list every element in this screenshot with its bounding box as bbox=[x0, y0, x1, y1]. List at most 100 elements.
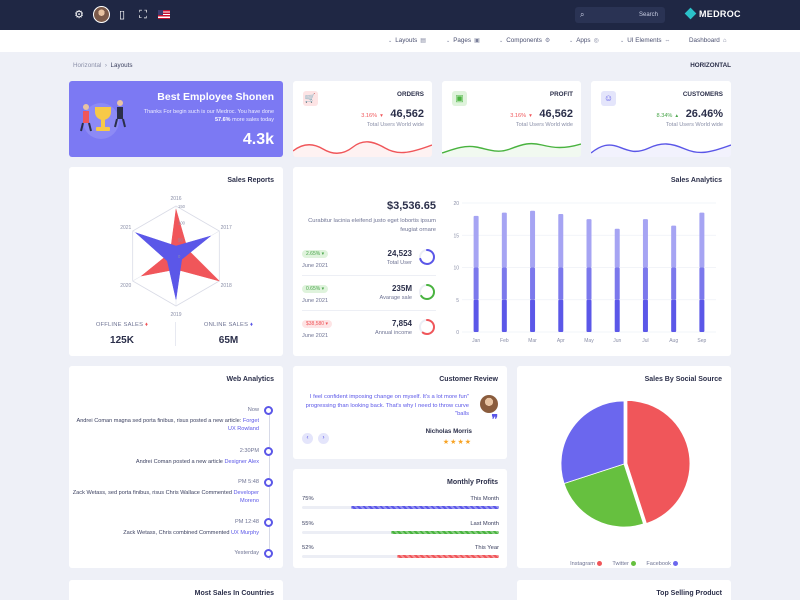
nav-label: Apps bbox=[576, 37, 591, 44]
customers-card: ☺ CUSTOMERS 8.34% ▴ 26.46% Total Users Wo… bbox=[591, 81, 731, 157]
radar-category-label: 2016 bbox=[170, 196, 181, 202]
trophy-illustration bbox=[80, 100, 126, 139]
timeline-item: PM 12:48 Zack Wetass, Chris combined Com… bbox=[69, 518, 283, 555]
stat-subtitle: Total Users World wide bbox=[515, 122, 573, 128]
bar-may-s2 bbox=[586, 219, 592, 268]
nav-label: Dashboard bbox=[689, 37, 720, 44]
search-input[interactable]: ⌕ Search bbox=[575, 7, 665, 23]
bar-sep-s2 bbox=[699, 212, 705, 268]
bar-sep-s1 bbox=[699, 267, 705, 300]
stat-subtitle: Total Users World wide bbox=[665, 122, 723, 128]
timeline-dot bbox=[264, 478, 273, 487]
legend-instagram[interactable]: Instagram bbox=[570, 560, 602, 567]
legend-facebook[interactable]: Facebook bbox=[646, 560, 678, 567]
stat-percent: 3.16% bbox=[510, 113, 527, 119]
orders-card: 🛒 ORDERS 3.16% ▾ 46,562 Total Users World… bbox=[293, 81, 432, 157]
progress-fill bbox=[390, 531, 499, 534]
timeline-link[interactable]: Forget UX Rowland bbox=[227, 418, 259, 432]
mobile-icon[interactable]: ▯ bbox=[118, 9, 126, 21]
ui-elements-icon: ⇔ bbox=[664, 38, 671, 44]
pie-slice-twitter[interactable] bbox=[563, 463, 644, 528]
gear-icon[interactable]: ⚙ bbox=[74, 9, 84, 21]
stat-row: 3.16% ▾ 46,562 bbox=[361, 104, 424, 122]
card-title: Customer Review bbox=[439, 376, 498, 383]
bar-apr-s2 bbox=[558, 213, 564, 268]
stat-label: ORDERS bbox=[397, 91, 424, 98]
chevron-down-icon: ⌄ bbox=[620, 38, 625, 44]
y-tick-label: 0 bbox=[456, 330, 459, 336]
profit-percent: 55% bbox=[302, 521, 314, 527]
row-date: June 2021 bbox=[302, 263, 329, 269]
timeline-time: PM 12:48 bbox=[235, 519, 259, 525]
radar-category-label: 2021 bbox=[120, 225, 131, 231]
y-tick-label: 15 bbox=[453, 233, 459, 239]
progress-fill bbox=[351, 506, 499, 509]
radar-tick-label: 50 bbox=[178, 237, 183, 242]
layout-icon: ▤ bbox=[420, 38, 426, 44]
prev-button[interactable]: ‹ bbox=[302, 433, 313, 444]
nav-label: Components bbox=[506, 37, 542, 44]
us-flag-icon[interactable] bbox=[158, 10, 170, 19]
review-text: I feel confident imposing change on myse… bbox=[305, 394, 469, 417]
avatar[interactable] bbox=[93, 6, 110, 23]
pie-slice-facebook[interactable] bbox=[560, 400, 625, 484]
nav-item-pages[interactable]: ⌄ Pages ▣ bbox=[446, 37, 480, 44]
profit-label: Last Month bbox=[470, 521, 499, 527]
timeline-dot bbox=[264, 549, 273, 558]
offline-sales-value: 125K bbox=[110, 335, 134, 346]
next-button[interactable]: › bbox=[318, 433, 329, 444]
card-title: Sales By Social Source bbox=[644, 376, 722, 383]
pie-slice-instagram[interactable] bbox=[626, 400, 691, 524]
online-sales: ONLINE SALES ♦ 65M bbox=[175, 322, 281, 346]
x-tick-label: Aug bbox=[669, 338, 678, 344]
profit-row-this-month: 75% This Month bbox=[302, 496, 499, 516]
bar-jun-s2 bbox=[614, 228, 620, 268]
nav-item-components[interactable]: ⌄ Components ⚙ bbox=[499, 37, 550, 44]
timeline-item: PM 5:48 Zack Wetass, sed porta finibus, … bbox=[69, 478, 283, 515]
breadcrumb-separator: › bbox=[104, 62, 107, 69]
timeline-link[interactable]: Developer Moreno bbox=[233, 490, 260, 504]
card-title: Sales Reports bbox=[227, 177, 274, 184]
bar-jul-s0 bbox=[642, 299, 648, 332]
rating-stars: ★★★★ bbox=[442, 439, 472, 446]
timeline-link[interactable]: Designer Alex bbox=[224, 459, 259, 465]
x-tick-label: May bbox=[584, 338, 594, 344]
diamond-icon: ♦ bbox=[145, 322, 149, 328]
stat-row: 8.34% ▴ 26.46% bbox=[657, 104, 723, 122]
legend-twitter[interactable]: Twitter bbox=[612, 560, 636, 567]
nav-item-apps[interactable]: ⌄ Apps ◎ bbox=[569, 37, 599, 44]
radar-tick-label: 100 bbox=[178, 221, 186, 226]
nav-item-ui-elements[interactable]: ⌄ UI Elements ⇔ bbox=[620, 37, 671, 44]
profit-sparkline bbox=[442, 142, 581, 157]
brand-logo[interactable]: MEDROC bbox=[684, 7, 741, 22]
quote-icon: ❞ bbox=[491, 412, 498, 426]
stat-percent: 8.34% bbox=[656, 113, 673, 119]
chevron-down-icon: ⌄ bbox=[569, 38, 574, 44]
breadcrumb-root[interactable]: Horizontal bbox=[73, 62, 102, 69]
profit-percent: 75% bbox=[302, 496, 314, 502]
timeline-dot bbox=[264, 406, 273, 415]
employee-title: Best Employee Shonen bbox=[157, 91, 274, 103]
offline-sales-label: OFFLINE SALES bbox=[95, 322, 144, 328]
nav-item-layouts[interactable]: ⌄ Layouts ▤ bbox=[388, 37, 426, 44]
home-icon: ⌂ bbox=[722, 38, 727, 44]
timeline-text: Zack Wetass, sed porta finibus, risus Ch… bbox=[72, 490, 260, 504]
bar-may-s1 bbox=[586, 267, 592, 300]
fullscreen-icon[interactable]: ⛶ bbox=[139, 9, 147, 21]
row-date: June 2021 bbox=[302, 298, 329, 304]
bar-jun-s0 bbox=[614, 299, 620, 332]
timeline-link[interactable]: UX Murphy bbox=[231, 530, 259, 536]
x-tick-label: Apr bbox=[557, 338, 565, 344]
row-label: Total User bbox=[386, 260, 412, 266]
stat-subtitle: Total Users World wide bbox=[366, 122, 424, 128]
percent-badge: 0.65% ▾ bbox=[302, 285, 329, 293]
row-value: 24,523 bbox=[387, 249, 412, 258]
sales-description: Curabitur lacinia eleifend justo eget lo… bbox=[308, 218, 436, 233]
nav-item-dashboard[interactable]: Dashboard ⌂ bbox=[689, 37, 726, 44]
profit-row-this-year: 52% This Year bbox=[302, 545, 499, 565]
timeline-time: 2:30PM bbox=[239, 448, 259, 454]
x-tick-label: Feb bbox=[500, 338, 509, 344]
timeline-time: Yesterday bbox=[234, 550, 259, 556]
bar-apr-s0 bbox=[558, 299, 564, 332]
timeline-item: Now Andrei Coman magna sed porta finibus… bbox=[69, 406, 283, 443]
